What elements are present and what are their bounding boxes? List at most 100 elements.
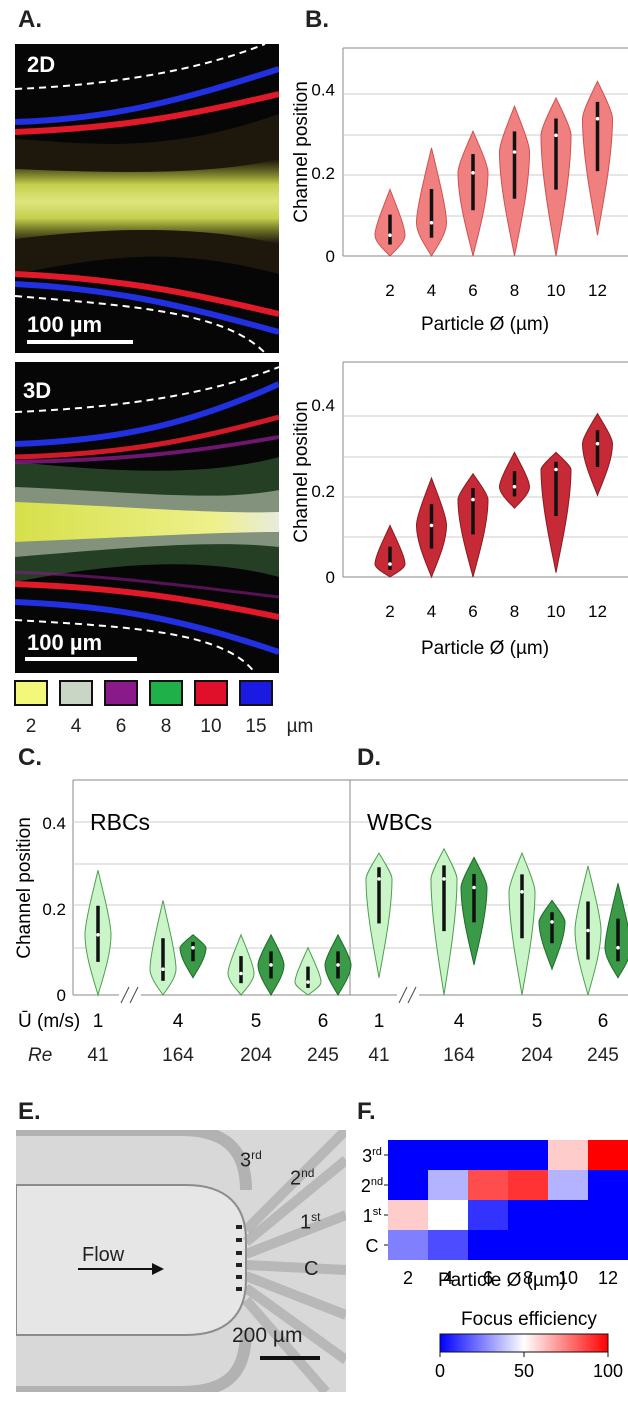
axis-break-marks — [119, 985, 419, 1005]
panel-label-c: C. — [18, 744, 42, 771]
micrograph-2d-scale-label: 100 µm — [27, 312, 103, 337]
x-tick-label: 6 — [468, 602, 477, 621]
x-tick-label: 12 — [588, 281, 607, 300]
velocity-label: 4 — [173, 1011, 184, 1032]
heatmap-cell — [388, 1200, 428, 1230]
y-tick-label: 0.2 — [42, 900, 66, 919]
reynolds-label: 41 — [87, 1045, 109, 1066]
violin-dark-median — [472, 885, 476, 890]
heatmap-cell — [508, 1200, 548, 1230]
x-tick-label: 4 — [427, 281, 436, 300]
chart-b-top-xlabel: Particle Ø (µm) — [421, 314, 549, 335]
heatmap-col-label: 2 — [403, 1268, 413, 1288]
legend-swatch — [104, 680, 138, 706]
colorbar — [439, 1333, 609, 1353]
heatmap-row-label: 2nd — [361, 1176, 383, 1196]
chart-b-top: 0 0.2 0.4 2 4 6 8 10 12 Channel position Partic… — [291, 47, 628, 335]
reynolds-label: 164 — [162, 1045, 194, 1066]
velocity-label: 6 — [318, 1011, 329, 1032]
violin-median — [595, 441, 600, 446]
heatmap-cell — [548, 1200, 588, 1230]
heatmap-cell — [428, 1140, 468, 1170]
y-tick-label: 0.4 — [42, 814, 66, 833]
heatmap-col-label: 4 — [443, 1268, 453, 1288]
y-tick-label: 0 — [326, 568, 335, 587]
legend-swatch — [194, 680, 228, 706]
violin-dark-median — [616, 945, 620, 950]
reynolds-label: 204 — [521, 1045, 553, 1066]
outlet-1st-label: 1st — [300, 1210, 321, 1234]
micrograph-3d: 3D 100 µm — [15, 362, 279, 673]
violin-median — [512, 150, 517, 154]
violin-light-median — [96, 933, 100, 937]
flow-label: Flow — [82, 1244, 125, 1266]
heatmap-cell — [428, 1230, 468, 1260]
heatmap-cell — [388, 1140, 428, 1170]
micrograph-3d-image — [15, 362, 279, 673]
heatmap-row-label: 3rd — [362, 1146, 382, 1166]
chart-b-bottom: 0 0.2 0.4 2 4 6 8 10 12 Channel position Partic… — [291, 361, 628, 659]
violin-dark-median — [191, 945, 195, 950]
reynolds-label: 204 — [240, 1045, 272, 1066]
legend-swatch — [149, 680, 183, 706]
heatmap-cell — [548, 1140, 588, 1170]
velocity-label: 1 — [93, 1011, 104, 1032]
micrograph-2d: 2D 100 µm — [15, 44, 279, 353]
legend-label: 4 — [70, 716, 82, 737]
legend-swatch — [14, 680, 48, 706]
x-tick-label: 12 — [588, 602, 607, 621]
y-tick-label: 0.2 — [311, 164, 335, 183]
chart-c-ylabel: Channel position — [14, 817, 35, 959]
violin-light-median — [586, 928, 590, 933]
violin-median — [388, 233, 392, 237]
violin-median — [471, 497, 475, 502]
chart-c-title: RBCs — [90, 809, 150, 835]
violin-light-median — [520, 890, 524, 894]
velocity-label: 4 — [454, 1011, 465, 1032]
heatmap-col-label: 10 — [558, 1268, 578, 1288]
violin-median — [429, 523, 434, 528]
x-tick-label: 2 — [385, 602, 394, 621]
micrograph-2d-image — [15, 44, 279, 353]
panel-label-d: D. — [357, 744, 381, 771]
velocity-label: 5 — [532, 1011, 543, 1032]
micrograph-3d-scale-bar — [25, 657, 137, 661]
heatmap-cell — [508, 1170, 548, 1200]
y-tick-label: 0 — [326, 247, 335, 266]
chart-f-xlabel: Particle Ø (µm) — [438, 1270, 566, 1291]
heatmap-col-label: 12 — [598, 1268, 618, 1288]
violin-light-median — [377, 877, 381, 881]
heatmap-cell — [548, 1170, 588, 1200]
reynolds-label: 245 — [307, 1045, 339, 1066]
violin-median — [512, 484, 517, 489]
micrograph-2d-scale-bar — [27, 340, 133, 344]
micrograph-3d-scale-label: 100 µm — [27, 630, 103, 655]
micrograph-2d-tag: 2D — [27, 52, 56, 77]
violin-median — [471, 171, 475, 175]
x-tick-label: 6 — [468, 281, 477, 300]
violin-light-median — [239, 971, 243, 976]
chart-b-bottom-ylabel: Channel position — [291, 401, 312, 543]
outlet-2nd-label: 2nd — [290, 1166, 315, 1190]
colorbar-title: Focus efficiency — [461, 1309, 597, 1330]
velocity-label: 6 — [598, 1011, 609, 1032]
reynolds-label: 164 — [443, 1045, 475, 1066]
x-tick-label: 2 — [385, 281, 394, 300]
heatmap-cell — [428, 1200, 468, 1230]
x-tick-label: 4 — [427, 602, 436, 621]
x-tick-label: 10 — [547, 281, 566, 300]
violin-dark-median — [336, 963, 340, 967]
device-micrograph — [16, 1130, 346, 1392]
chart-b-top-ylabel: Channel position — [291, 81, 312, 223]
row-label-u: Ū (m/s) — [18, 1011, 80, 1032]
row-label-re: Re — [28, 1045, 53, 1066]
violin-median — [554, 133, 558, 138]
y-tick-label: 0.4 — [311, 81, 335, 100]
violin-dark-median — [550, 920, 554, 924]
legend-label: 2 — [25, 716, 37, 737]
velocity-label: 5 — [251, 1011, 262, 1032]
colorbar-tick-label: 100 — [593, 1361, 623, 1381]
panel-label-f: F. — [357, 1098, 376, 1125]
legend-label: 8 — [160, 716, 172, 737]
heatmap-row-label: 1st — [363, 1206, 382, 1226]
